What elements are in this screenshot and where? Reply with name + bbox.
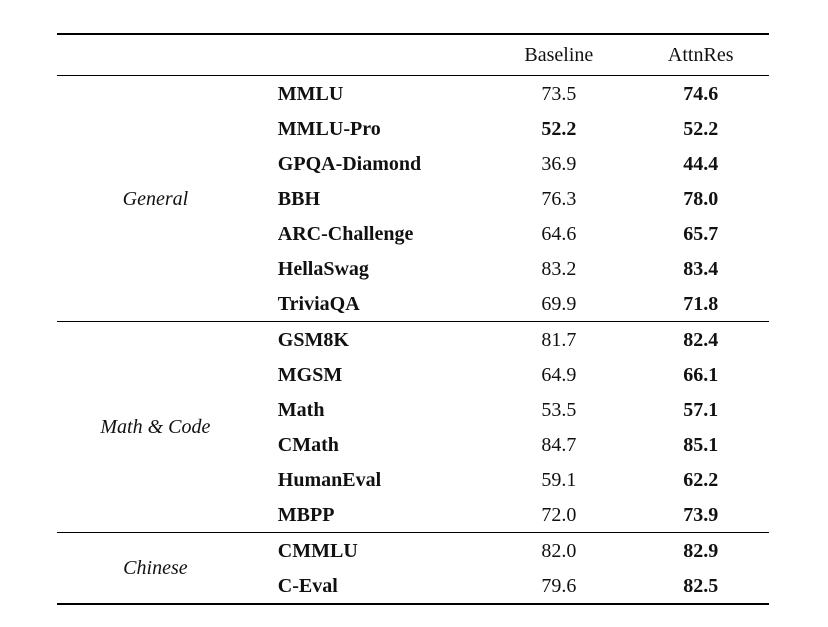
header-spacer-group [57, 34, 254, 76]
attnres-value: 65.7 [683, 222, 719, 245]
col-header-attnres: AttnRes [667, 44, 734, 66]
baseline-value: 36.9 [541, 152, 577, 175]
table-row: MMLU-Pro 52.2 52.2 [57, 111, 769, 146]
benchmark-results-table-wrap: Baseline AttnRes General MMLU 73.5 74.6 … [57, 33, 769, 605]
table-row: BBH 76.3 78.0 [57, 181, 769, 216]
attnres-value: 62.2 [683, 468, 719, 491]
baseline-value: 69.9 [541, 292, 577, 315]
table-row: Math & Code GSM8K 81.7 82.4 [57, 322, 769, 437]
baseline-value: 64.6 [541, 222, 577, 245]
table-row: ARC-Challenge 64.6 65.7 [57, 216, 769, 251]
benchmark-name: BBH [277, 187, 321, 210]
group-math-code: Math & Code GSM8K 81.7 82.4 MGSM 64.9 66… [57, 321, 769, 533]
table-row: C-Eval 79.6 82.5 [57, 568, 769, 604]
benchmark-name: HellaSwag [277, 257, 369, 280]
benchmark-name: HumanEval [277, 468, 382, 491]
baseline-value: 53.5 [541, 398, 577, 421]
group-chinese: Chinese CMMLU 82.0 82.9 C-Eval 79.6 82.5 [57, 532, 769, 605]
group-general: General MMLU 73.5 74.6 MMLU-Pro 52.2 52.… [57, 75, 769, 322]
attnres-value: 44.4 [683, 152, 719, 175]
baseline-value: 52.2 [541, 117, 577, 140]
table-row: HumanEval 59.1 62.2 [57, 462, 769, 497]
baseline-value: 59.1 [541, 468, 577, 491]
table-row: GPQA-Diamond 36.9 44.4 [57, 146, 769, 181]
attnres-value: 57.1 [683, 398, 719, 421]
baseline-value: 83.2 [541, 257, 577, 280]
benchmark-name: CMath [277, 433, 339, 456]
baseline-value: 82.0 [541, 539, 577, 562]
baseline-value: 64.9 [541, 363, 577, 386]
table-row: MGSM 64.9 66.1 [57, 357, 769, 392]
benchmark-name: C-Eval [277, 574, 338, 597]
baseline-value: 72.0 [541, 503, 577, 526]
attnres-value: 83.4 [683, 257, 719, 280]
benchmark-name: CMMLU [277, 539, 358, 562]
attnres-value: 66.1 [683, 363, 719, 386]
benchmark-name: GSM8K [277, 328, 349, 351]
table-row: Math 53.5 57.1 [57, 392, 769, 427]
table-row: HellaSwag 83.2 83.4 [57, 251, 769, 286]
attnres-value: 74.6 [683, 82, 719, 105]
benchmark-name: MMLU [277, 82, 344, 105]
group-label: General [122, 187, 189, 210]
attnres-value: 71.8 [683, 292, 719, 315]
baseline-value: 79.6 [541, 574, 577, 597]
col-header-baseline: Baseline [524, 44, 594, 66]
attnres-value: 82.5 [683, 574, 719, 597]
attnres-value: 85.1 [683, 433, 719, 456]
benchmark-name: GPQA-Diamond [277, 152, 422, 175]
benchmark-name: Math [277, 398, 325, 421]
benchmark-name: MMLU-Pro [277, 117, 381, 140]
table-header-row: Baseline AttnRes [57, 34, 769, 76]
benchmark-name: ARC-Challenge [277, 222, 414, 245]
table-row: TriviaQA 69.9 71.8 [57, 286, 769, 322]
benchmark-name: TriviaQA [277, 292, 360, 315]
group-label: Chinese [123, 557, 188, 579]
table-row: Chinese CMMLU 82.0 82.9 [57, 533, 769, 578]
attnres-value: 82.9 [683, 539, 719, 562]
attnres-value: 73.9 [683, 503, 719, 526]
baseline-value: 76.3 [541, 187, 577, 210]
table-row: General MMLU 73.5 74.6 [57, 76, 769, 209]
benchmark-name: MBPP [277, 503, 335, 526]
baseline-value: 84.7 [541, 433, 577, 456]
attnres-value: 78.0 [683, 187, 719, 210]
baseline-value: 73.5 [541, 82, 577, 105]
benchmark-name: MGSM [277, 363, 343, 386]
baseline-value: 81.7 [541, 328, 577, 351]
table-row: MBPP 72.0 73.9 [57, 497, 769, 533]
table-row: CMath 84.7 85.1 [57, 427, 769, 462]
benchmark-results-table: Baseline AttnRes General MMLU 73.5 74.6 … [57, 33, 769, 605]
group-label: Math & Code [100, 416, 211, 438]
header-spacer-benchmark [254, 34, 486, 76]
attnres-value: 52.2 [683, 117, 719, 140]
attnres-value: 82.4 [683, 328, 719, 351]
